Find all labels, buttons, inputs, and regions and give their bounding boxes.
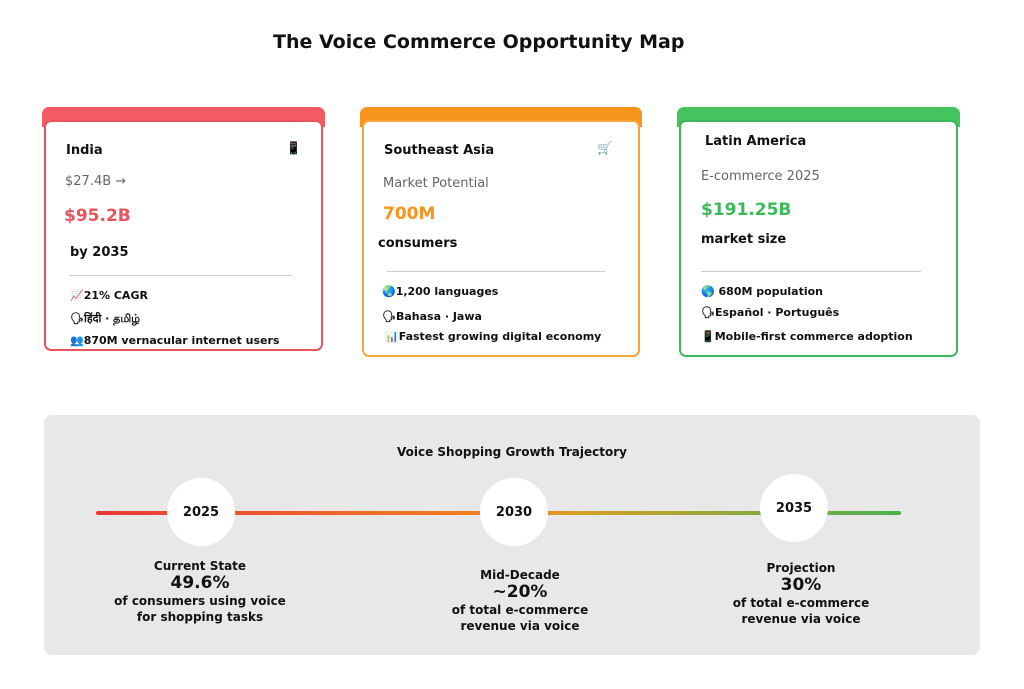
milestone-2035: Projection 30% of total e-commerce reven… [701, 561, 901, 627]
market-label: Market Potential [383, 176, 489, 191]
milestone-desc: for shopping tasks [136, 610, 264, 624]
fact-economy: 📊Fastest growing digital economy [385, 330, 602, 343]
fact-growth: 📈21% CAGR [70, 289, 148, 302]
milestone-desc: revenue via voice [741, 612, 861, 626]
page-title: The Voice Commerce Opportunity Map [273, 31, 685, 53]
milestone-desc: of consumers using voice [114, 594, 286, 608]
card-body [362, 120, 640, 357]
milestone-heading: Mid-Decade [480, 568, 560, 582]
market-from: $27.4B → [65, 174, 127, 189]
region-name: India [66, 143, 103, 158]
divider [70, 275, 292, 276]
fact-languages: 🗣Español · Português [701, 306, 840, 319]
timeline-node-2030: 2030 [480, 478, 548, 546]
region-name: Southeast Asia [384, 143, 495, 158]
fact-adoption: 📱Mobile-first commerce adoption [701, 330, 913, 343]
market-label: E-commerce 2025 [701, 169, 820, 184]
market-value: 700M [383, 204, 436, 224]
milestone-value: 49.6% [170, 573, 230, 593]
market-unit: consumers [378, 236, 458, 251]
timeline-title: Voice Shopping Growth Trajectory [397, 445, 627, 459]
region-name: Latin America [705, 134, 807, 149]
growth-trajectory-panel: Voice Shopping Growth Trajectory 2025 20… [44, 415, 980, 655]
mobile-phone-icon: 📱 [286, 141, 301, 155]
timeline-node-2025: 2025 [167, 478, 235, 546]
region-card-india: India 📱 $27.4B → $95.2B by 2035 📈21% CAG… [42, 107, 325, 351]
market-unit: by 2035 [70, 245, 129, 260]
region-card-southeast-asia: Southeast Asia 🛒 Market Potential 700M c… [360, 107, 642, 357]
card-body [679, 120, 958, 357]
divider [387, 271, 605, 272]
milestone-heading: Projection [766, 561, 836, 575]
region-card-latin-america: Latin America E-commerce 2025 $191.25B m… [677, 107, 960, 357]
divider [701, 271, 921, 272]
timeline-node-2035: 2035 [760, 474, 828, 542]
card-body [44, 120, 323, 351]
milestone-desc: revenue via voice [460, 619, 580, 633]
shopping-cart-icon: 🛒 [597, 141, 612, 155]
fact-dialects: 🗣Bahasa · Jawa [382, 310, 482, 323]
milestone-value: 30% [780, 575, 822, 595]
fact-users: 👥870M vernacular internet users [70, 334, 280, 347]
market-value: $95.2B [64, 206, 131, 226]
market-unit: market size [701, 232, 787, 247]
milestone-2025: Current State 49.6% of consumers using v… [100, 559, 300, 625]
fact-languages: 🗣हिंदी · தமிழ் [70, 312, 141, 325]
milestone-2030: Mid-Decade ~20% of total e-commerce reve… [420, 568, 620, 634]
milestone-heading: Current State [153, 559, 247, 573]
market-value: $191.25B [701, 200, 792, 220]
milestone-desc: of total e-commerce [451, 603, 589, 617]
milestone-value: ~20% [492, 582, 548, 602]
fact-languages: 🌏1,200 languages [382, 285, 499, 298]
fact-population: 🌎 680M population [701, 285, 824, 298]
milestone-desc: of total e-commerce [732, 596, 870, 610]
